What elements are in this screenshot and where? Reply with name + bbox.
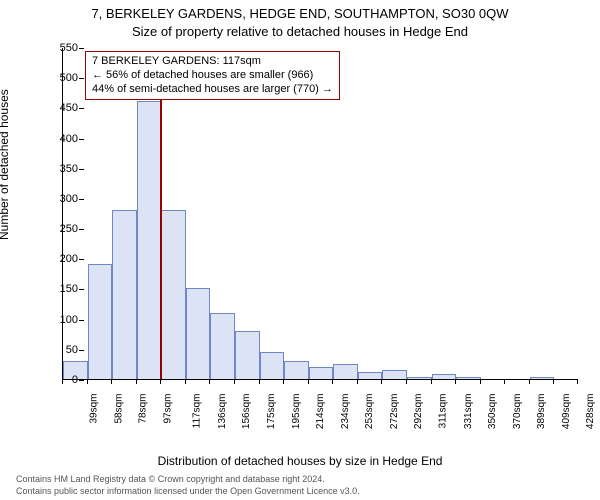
y-tick-mark: [79, 229, 84, 230]
x-tick-mark: [406, 380, 407, 384]
histogram-bar: [382, 370, 407, 379]
title-main: 7, BERKELEY GARDENS, HEDGE END, SOUTHAMP…: [0, 6, 600, 21]
y-tick-label: 0: [44, 374, 78, 386]
histogram-bar: [407, 377, 432, 379]
histogram-bar: [210, 313, 235, 379]
property-marker-line: [160, 93, 162, 379]
y-tick-mark: [79, 320, 84, 321]
x-tick-mark: [87, 380, 88, 384]
x-tick-mark: [259, 380, 260, 384]
x-tick-mark: [577, 380, 578, 384]
x-tick-mark: [283, 380, 284, 384]
y-tick-label: 100: [44, 314, 78, 326]
chart-container: 7, BERKELEY GARDENS, HEDGE END, SOUTHAMP…: [0, 0, 600, 500]
y-tick-label: 450: [44, 102, 78, 114]
x-tick-label: 39sqm: [89, 394, 100, 424]
x-tick-mark: [504, 380, 505, 384]
x-tick-mark: [455, 380, 456, 384]
x-tick-label: 389sqm: [536, 394, 547, 430]
footnote-1: Contains HM Land Registry data © Crown c…: [16, 474, 325, 484]
x-tick-mark: [185, 380, 186, 384]
x-tick-label: 292sqm: [414, 394, 425, 430]
y-tick-mark: [79, 289, 84, 290]
x-tick-mark: [529, 380, 530, 384]
y-tick-label: 500: [44, 72, 78, 84]
annotation-line-3: 44% of semi-detached houses are larger (…: [92, 83, 333, 97]
histogram-bar: [358, 372, 383, 379]
x-tick-label: 117sqm: [192, 394, 203, 429]
x-tick-mark: [553, 380, 554, 384]
x-tick-mark: [480, 380, 481, 384]
histogram-bar: [333, 364, 358, 379]
x-tick-mark: [381, 380, 382, 384]
y-tick-mark: [79, 78, 84, 79]
y-tick-mark: [79, 380, 84, 381]
histogram-bar: [432, 374, 457, 379]
footnote-2: Contains public sector information licen…: [16, 486, 360, 496]
annotation-line-1: 7 BERKELEY GARDENS: 117sqm: [92, 55, 333, 69]
histogram-bar: [530, 377, 555, 379]
x-tick-label: 97sqm: [162, 394, 173, 424]
y-tick-mark: [79, 259, 84, 260]
annotation-line-2: ← 56% of detached houses are smaller (96…: [92, 69, 333, 83]
x-tick-mark: [357, 380, 358, 384]
y-tick-label: 400: [44, 133, 78, 145]
x-tick-label: 78sqm: [138, 394, 149, 424]
x-tick-label: 234sqm: [340, 394, 351, 430]
x-axis-label: Distribution of detached houses by size …: [0, 454, 600, 468]
y-tick-label: 250: [44, 223, 78, 235]
y-tick-mark: [79, 48, 84, 49]
y-tick-label: 50: [44, 344, 78, 356]
x-tick-label: 136sqm: [217, 394, 228, 430]
plot-area: 7 BERKELEY GARDENS: 117sqm← 56% of detac…: [62, 48, 578, 380]
histogram-bar: [260, 352, 285, 379]
y-tick-mark: [79, 199, 84, 200]
y-tick-label: 550: [44, 42, 78, 54]
x-tick-label: 350sqm: [487, 394, 498, 430]
y-tick-mark: [79, 108, 84, 109]
x-tick-label: 311sqm: [437, 394, 448, 429]
x-tick-mark: [431, 380, 432, 384]
x-tick-mark: [308, 380, 309, 384]
x-tick-mark: [209, 380, 210, 384]
title-sub: Size of property relative to detached ho…: [0, 24, 600, 39]
y-axis-label: Number of detached houses: [0, 89, 11, 240]
histogram-bar: [235, 331, 260, 379]
x-tick-label: 409sqm: [561, 394, 572, 430]
x-tick-label: 370sqm: [512, 394, 523, 430]
x-tick-label: 428sqm: [586, 394, 597, 430]
y-tick-mark: [79, 169, 84, 170]
histogram-bar: [112, 210, 137, 379]
y-tick-mark: [79, 350, 84, 351]
histogram-bar: [161, 210, 186, 379]
y-tick-label: 300: [44, 193, 78, 205]
x-tick-mark: [136, 380, 137, 384]
y-tick-mark: [79, 139, 84, 140]
histogram-bar: [137, 101, 162, 379]
x-tick-label: 175sqm: [266, 394, 277, 430]
x-tick-mark: [111, 380, 112, 384]
histogram-bar: [309, 367, 334, 379]
histogram-bar: [456, 377, 481, 379]
x-tick-label: 58sqm: [113, 394, 124, 424]
x-tick-label: 253sqm: [364, 394, 375, 430]
y-tick-label: 200: [44, 253, 78, 265]
x-tick-mark: [234, 380, 235, 384]
x-tick-label: 272sqm: [389, 394, 400, 430]
x-tick-label: 195sqm: [291, 394, 302, 430]
y-tick-label: 150: [44, 283, 78, 295]
annotation-box: 7 BERKELEY GARDENS: 117sqm← 56% of detac…: [85, 51, 340, 100]
histogram-bar: [284, 361, 309, 379]
x-tick-mark: [332, 380, 333, 384]
y-tick-label: 350: [44, 163, 78, 175]
x-tick-label: 156sqm: [242, 394, 253, 430]
x-tick-mark: [160, 380, 161, 384]
x-tick-mark: [62, 380, 63, 384]
histogram-bar: [186, 288, 211, 379]
x-tick-label: 214sqm: [315, 394, 326, 430]
histogram-bar: [88, 264, 113, 379]
x-tick-label: 331sqm: [463, 394, 474, 430]
